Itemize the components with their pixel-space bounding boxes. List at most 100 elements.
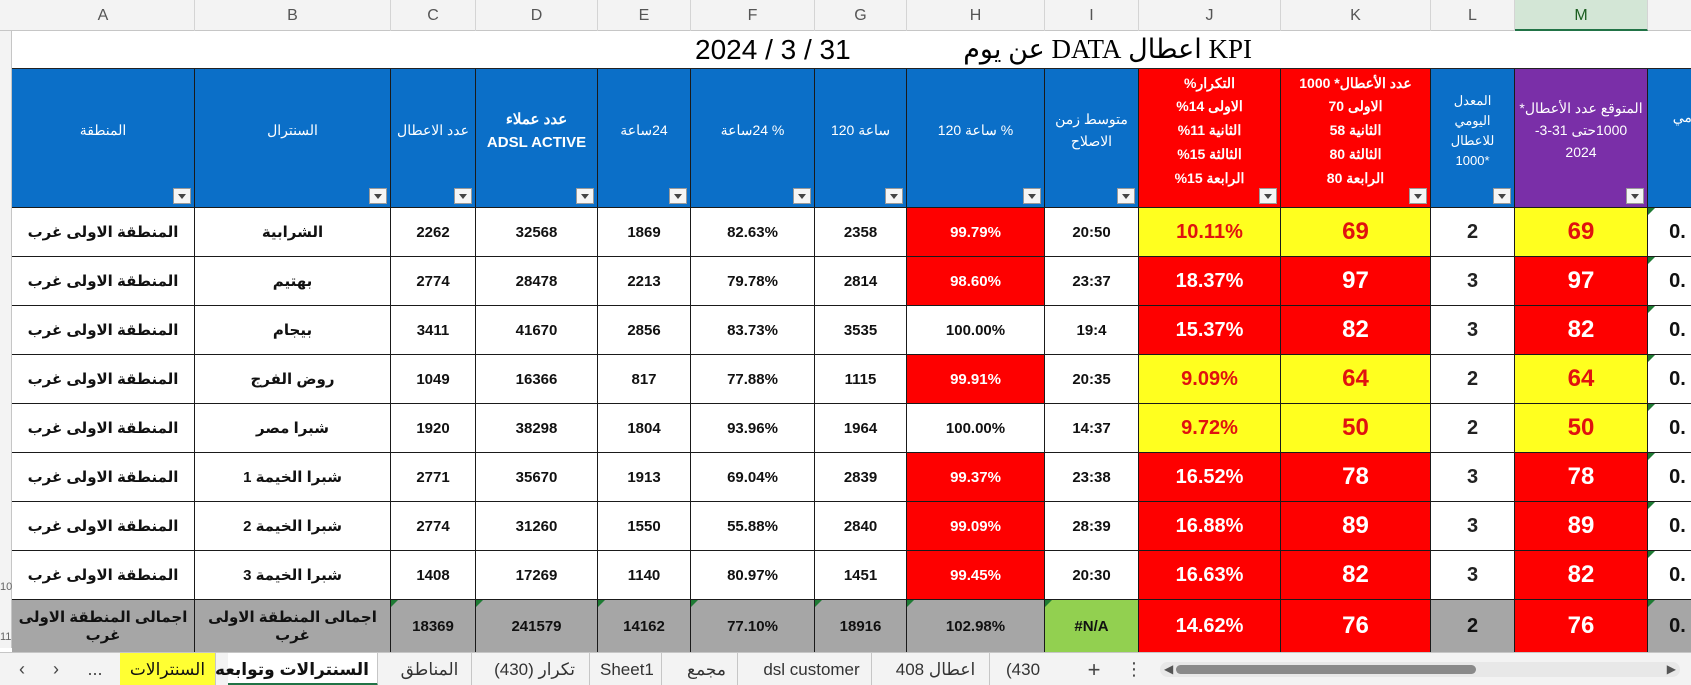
- cell-120h-pct[interactable]: 99.09%: [907, 502, 1045, 551]
- cell-daily-rate[interactable]: 3: [1431, 257, 1515, 306]
- cell-region[interactable]: المنطقة الاولى غرب: [12, 404, 195, 453]
- filter-dropdown-icon[interactable]: [1023, 188, 1041, 204]
- cell-daily-rate[interactable]: 2: [1431, 404, 1515, 453]
- cell-adsl[interactable]: 241579: [476, 600, 598, 653]
- column-header-d[interactable]: D: [476, 0, 598, 31]
- cell-repeat[interactable]: 18.37%: [1139, 257, 1281, 306]
- horizontal-scrollbar[interactable]: ◀ ▶: [1160, 662, 1680, 677]
- add-sheet-button[interactable]: +: [1087, 657, 1101, 682]
- tab-scroll-left-icon[interactable]: ‹: [19, 659, 25, 679]
- cell-faults-per-1000[interactable]: 82: [1281, 551, 1431, 600]
- cell-expected[interactable]: 69: [1515, 208, 1648, 257]
- cell-24h[interactable]: 1913: [598, 453, 691, 502]
- cell-faults-per-1000[interactable]: 76: [1281, 600, 1431, 653]
- cell-faults-per-1000[interactable]: 50: [1281, 404, 1431, 453]
- cell-central[interactable]: شبرا الخيمة 3: [195, 551, 391, 600]
- scroll-left-icon[interactable]: ◀: [1164, 662, 1174, 676]
- cell-central[interactable]: شبرا مصر: [195, 404, 391, 453]
- cell-region[interactable]: المنطقة الاولى غرب: [12, 306, 195, 355]
- cell-adsl[interactable]: 38298: [476, 404, 598, 453]
- cell-avg-repair[interactable]: 14:37: [1045, 404, 1139, 453]
- cell-120h-pct[interactable]: 98.60%: [907, 257, 1045, 306]
- cell-region[interactable]: المنطقة الاولى غرب: [12, 257, 195, 306]
- cell-adsl[interactable]: 28478: [476, 257, 598, 306]
- cell-central[interactable]: شبرا الخيمة 2: [195, 502, 391, 551]
- tab-faults-408[interactable]: اعطال 408: [882, 653, 990, 685]
- cell-daily-rate[interactable]: 3: [1431, 551, 1515, 600]
- cell-next-partial[interactable]: 0.: [1648, 600, 1691, 653]
- cell-120h[interactable]: 2840: [815, 502, 907, 551]
- filter-dropdown-icon[interactable]: [1493, 188, 1511, 204]
- filter-dropdown-icon[interactable]: [1117, 188, 1135, 204]
- cell-avg-repair[interactable]: 19:4: [1045, 306, 1139, 355]
- more-options-icon[interactable]: ⋮: [1125, 659, 1143, 679]
- cell-repeat[interactable]: 9.09%: [1139, 355, 1281, 404]
- cell-adsl[interactable]: 35670: [476, 453, 598, 502]
- cell-120h-pct[interactable]: 99.45%: [907, 551, 1045, 600]
- cell-faults-per-1000[interactable]: 64: [1281, 355, 1431, 404]
- cell-120h[interactable]: 1964: [815, 404, 907, 453]
- cell-24h-pct[interactable]: 77.88%: [691, 355, 815, 404]
- cell-next-partial[interactable]: 0.: [1648, 453, 1691, 502]
- filter-dropdown-icon[interactable]: [576, 188, 594, 204]
- cell-daily-rate[interactable]: 3: [1431, 502, 1515, 551]
- cell-faults-per-1000[interactable]: 97: [1281, 257, 1431, 306]
- filter-dropdown-icon[interactable]: [1626, 188, 1644, 204]
- tab-dsl-customer[interactable]: dsl customer: [752, 653, 872, 685]
- cell-daily-rate[interactable]: 3: [1431, 306, 1515, 355]
- cell-120h[interactable]: 2814: [815, 257, 907, 306]
- cell-next-partial[interactable]: 0.: [1648, 404, 1691, 453]
- cell-expected[interactable]: 78: [1515, 453, 1648, 502]
- cell-central[interactable]: شبرا الخيمة 1: [195, 453, 391, 502]
- cell-120h-pct[interactable]: 99.37%: [907, 453, 1045, 502]
- cell-repeat[interactable]: 16.52%: [1139, 453, 1281, 502]
- cell-expected[interactable]: 50: [1515, 404, 1648, 453]
- cell-24h-pct[interactable]: 82.63%: [691, 208, 815, 257]
- cell-adsl[interactable]: 41670: [476, 306, 598, 355]
- cell-24h-pct[interactable]: 83.73%: [691, 306, 815, 355]
- column-header-b[interactable]: B: [195, 0, 391, 31]
- column-header-j[interactable]: J: [1139, 0, 1281, 31]
- cell-next-partial[interactable]: 0.: [1648, 551, 1691, 600]
- tab-centrals-and-branches[interactable]: السنترالات وتوابعه: [215, 653, 378, 685]
- cell-24h[interactable]: 1869: [598, 208, 691, 257]
- tab-aggregate[interactable]: مجمع: [676, 653, 738, 685]
- cell-daily-rate[interactable]: 2: [1431, 208, 1515, 257]
- cell-120h-pct[interactable]: 102.98%: [907, 600, 1045, 653]
- cell-24h-pct[interactable]: 77.10%: [691, 600, 815, 653]
- tab-ellipsis[interactable]: ...: [87, 659, 103, 679]
- cell-120h-pct[interactable]: 99.79%: [907, 208, 1045, 257]
- filter-dropdown-icon[interactable]: [793, 188, 811, 204]
- cell-next-partial[interactable]: 0.: [1648, 306, 1691, 355]
- cell-24h-pct[interactable]: 69.04%: [691, 453, 815, 502]
- cell-faults[interactable]: 3411: [391, 306, 476, 355]
- cell-expected[interactable]: 82: [1515, 306, 1648, 355]
- cell-next-partial[interactable]: 0.: [1648, 208, 1691, 257]
- cell-expected[interactable]: 82: [1515, 551, 1648, 600]
- cell-avg-repair[interactable]: 20:50: [1045, 208, 1139, 257]
- filter-dropdown-icon[interactable]: [885, 188, 903, 204]
- cell-central[interactable]: اجمالى المنطقة الاولى غرب: [195, 600, 391, 653]
- cell-24h-pct[interactable]: 55.88%: [691, 502, 815, 551]
- cell-120h[interactable]: 3535: [815, 306, 907, 355]
- cell-repeat[interactable]: 14.62%: [1139, 600, 1281, 653]
- filter-dropdown-icon[interactable]: [1259, 188, 1277, 204]
- cell-24h[interactable]: 1140: [598, 551, 691, 600]
- cell-avg-repair[interactable]: 28:39: [1045, 502, 1139, 551]
- cell-120h[interactable]: 18916: [815, 600, 907, 653]
- cell-region[interactable]: المنطقة الاولى غرب: [12, 208, 195, 257]
- column-header-k[interactable]: K: [1281, 0, 1431, 31]
- cell-24h-pct[interactable]: 80.97%: [691, 551, 815, 600]
- column-header-g[interactable]: G: [815, 0, 907, 31]
- cell-24h-pct[interactable]: 93.96%: [691, 404, 815, 453]
- cell-faults-per-1000[interactable]: 82: [1281, 306, 1431, 355]
- cell-faults-per-1000[interactable]: 69: [1281, 208, 1431, 257]
- cell-expected[interactable]: 76: [1515, 600, 1648, 653]
- cell-central[interactable]: روض الفرج: [195, 355, 391, 404]
- cell-avg-repair[interactable]: 23:37: [1045, 257, 1139, 306]
- cell-expected[interactable]: 97: [1515, 257, 1648, 306]
- cell-expected[interactable]: 89: [1515, 502, 1648, 551]
- cell-adsl[interactable]: 17269: [476, 551, 598, 600]
- cell-faults[interactable]: 1049: [391, 355, 476, 404]
- column-header-a[interactable]: A: [12, 0, 195, 31]
